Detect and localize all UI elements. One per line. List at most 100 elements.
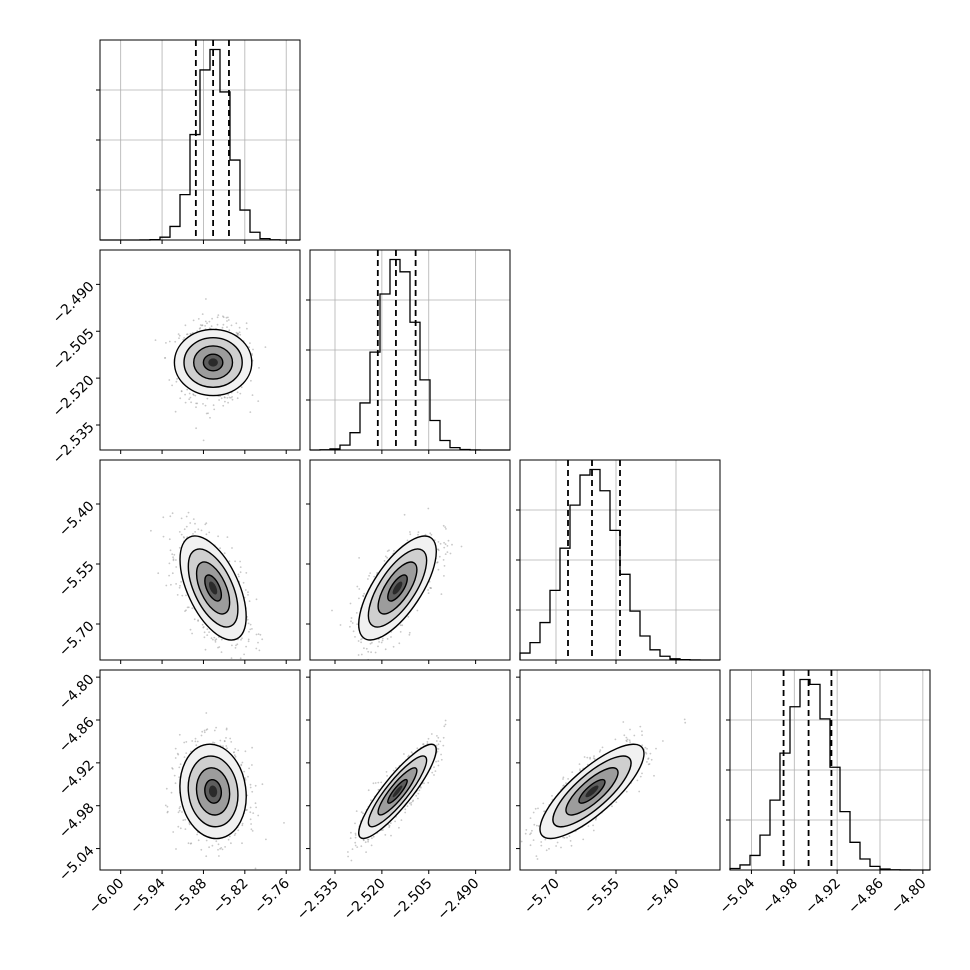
sample-point [433,774,435,776]
sample-point [195,406,197,409]
sample-point [427,781,430,784]
sample-point [211,844,214,847]
sample-point [372,782,375,785]
sample-point [197,839,200,842]
sample-point [194,531,197,533]
sample-point [172,831,175,833]
sample-point [662,740,664,742]
sample-point [194,522,196,525]
sample-point [225,737,227,739]
sample-point [368,574,370,577]
sample-point [408,802,411,805]
sample-point [195,427,198,430]
sample-point [175,380,178,383]
sample-point [205,839,208,842]
sample-point [252,812,255,814]
sample-point [434,770,437,772]
sample-point [237,334,239,336]
sample-point [355,612,358,614]
sample-point [440,593,443,595]
sample-point [225,745,228,747]
sample-point [183,756,186,758]
sample-point [172,559,175,562]
sample-point [227,401,230,404]
sample-point [377,789,380,791]
contour-line [187,755,239,828]
sample-point [174,410,177,413]
contour-line [204,778,223,804]
sample-point [423,782,425,785]
sample-point [384,648,387,651]
sample-point [165,787,168,790]
sample-point [442,559,445,561]
sample-point [249,628,252,631]
sample-point [233,754,236,757]
sample-point [223,740,226,742]
sample-point [162,516,165,519]
contour-line [387,574,408,602]
sample-point [214,639,217,642]
sample-point [400,819,403,821]
sample-point [247,622,250,625]
sample-point [349,837,352,840]
density-peak [208,581,218,595]
sample-point [369,572,372,574]
sample-point [417,531,420,533]
sample-point [193,618,196,621]
sample-point [536,858,539,860]
sample-point [241,824,244,827]
sample-point [174,340,177,343]
sample-point [367,840,369,843]
panel-frame [99,459,301,661]
sample-point [188,392,191,395]
sample-point [197,528,200,531]
sample-point [203,729,206,732]
sample-point [229,737,232,740]
sample-point [191,740,194,742]
sample-point [240,763,243,766]
sample-point [212,741,214,744]
sample-point [424,533,427,536]
sample-point [339,624,342,626]
sample-point [179,763,182,766]
sample-point [650,758,653,761]
sample-point [248,767,251,770]
sample-point [367,838,369,841]
sample-point [245,322,248,325]
sample-point [200,734,203,737]
sample-point [221,848,224,851]
sample-point [451,543,453,546]
sample-point [168,538,171,541]
sample-point [179,584,181,587]
sample-point [364,841,367,844]
sample-point [427,507,430,510]
sample-point [224,400,226,403]
sample-point [234,560,237,563]
panel-frame [309,249,511,451]
sample-point [171,384,174,387]
sample-point [625,736,628,739]
sample-point [367,650,370,653]
sample-point [217,843,220,846]
sample-point [249,783,252,786]
sample-point [410,801,413,804]
sample-point [239,657,242,660]
sample-point [237,829,240,832]
scatter-panel-0-1 [99,249,301,451]
panel-frame [519,459,721,661]
sample-point [259,633,262,636]
sample-point [357,654,360,656]
sample-point [362,812,364,815]
sample-point [427,737,430,740]
sample-point [247,638,250,641]
sample-point [437,549,440,552]
sample-point [224,846,227,848]
sample-point [415,794,418,797]
sample-point [367,789,370,792]
sample-point [243,653,246,656]
scatter-panel-0-3 [99,669,301,871]
sample-point [374,651,377,654]
sample-point [347,851,349,853]
sample-point [228,396,231,399]
sample-point [200,848,203,851]
